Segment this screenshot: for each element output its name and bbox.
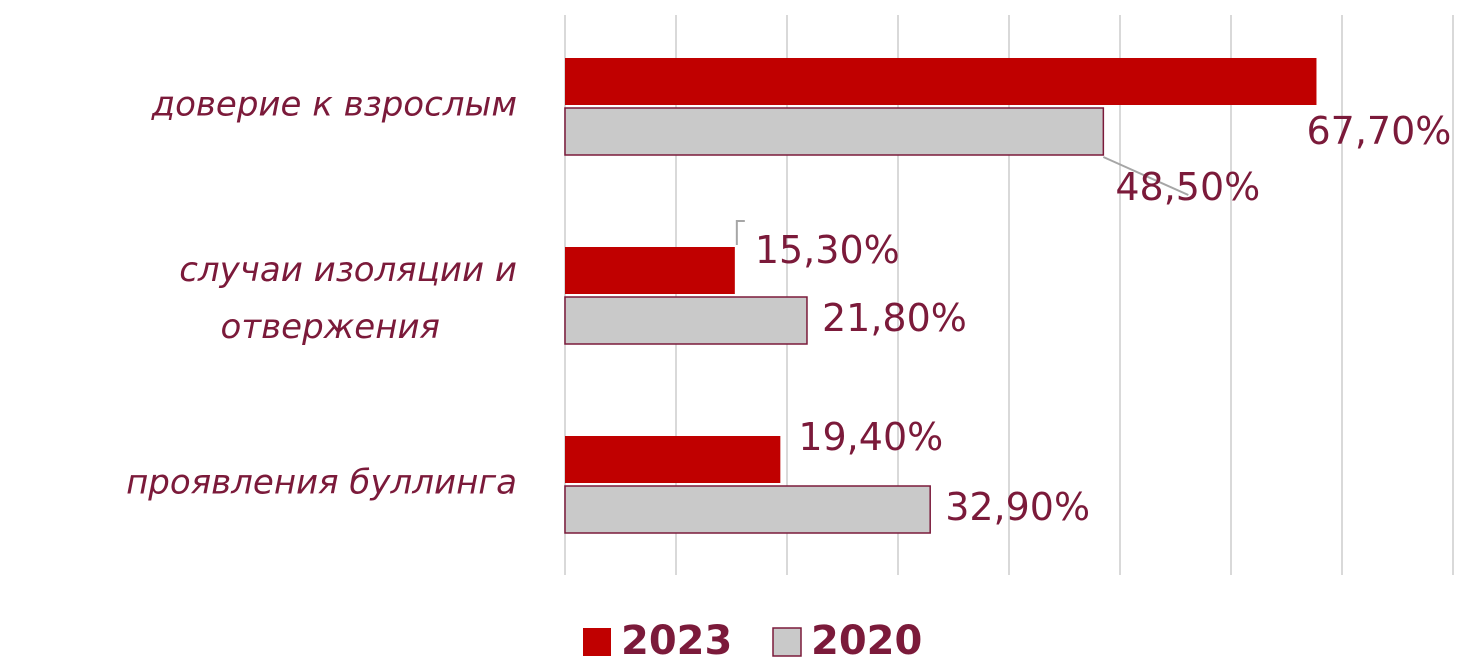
legend-label: 2020 <box>811 618 922 662</box>
value-label: 19,40% <box>798 415 943 459</box>
bar <box>564 485 931 534</box>
value-label: 21,80% <box>822 296 967 340</box>
value-label: 67,70% <box>1306 109 1451 153</box>
category-label: случаи изоляции и отвержения <box>179 250 517 347</box>
bar <box>565 247 735 294</box>
value-label: 15,30% <box>755 228 900 272</box>
legend-swatch <box>583 628 611 656</box>
leader-line <box>1102 156 1189 196</box>
category-label: проявления буллинга <box>126 463 517 503</box>
leader-line <box>735 220 745 245</box>
legend-swatch <box>772 627 802 657</box>
legend-label: 2023 <box>621 618 732 662</box>
bar <box>565 436 781 483</box>
value-label: 32,90% <box>945 485 1090 529</box>
bar <box>565 58 1317 105</box>
category-label: доверие к взрослым <box>151 85 517 125</box>
bar <box>564 296 808 345</box>
bar <box>564 107 1105 156</box>
value-label: 48,50% <box>1115 165 1260 209</box>
